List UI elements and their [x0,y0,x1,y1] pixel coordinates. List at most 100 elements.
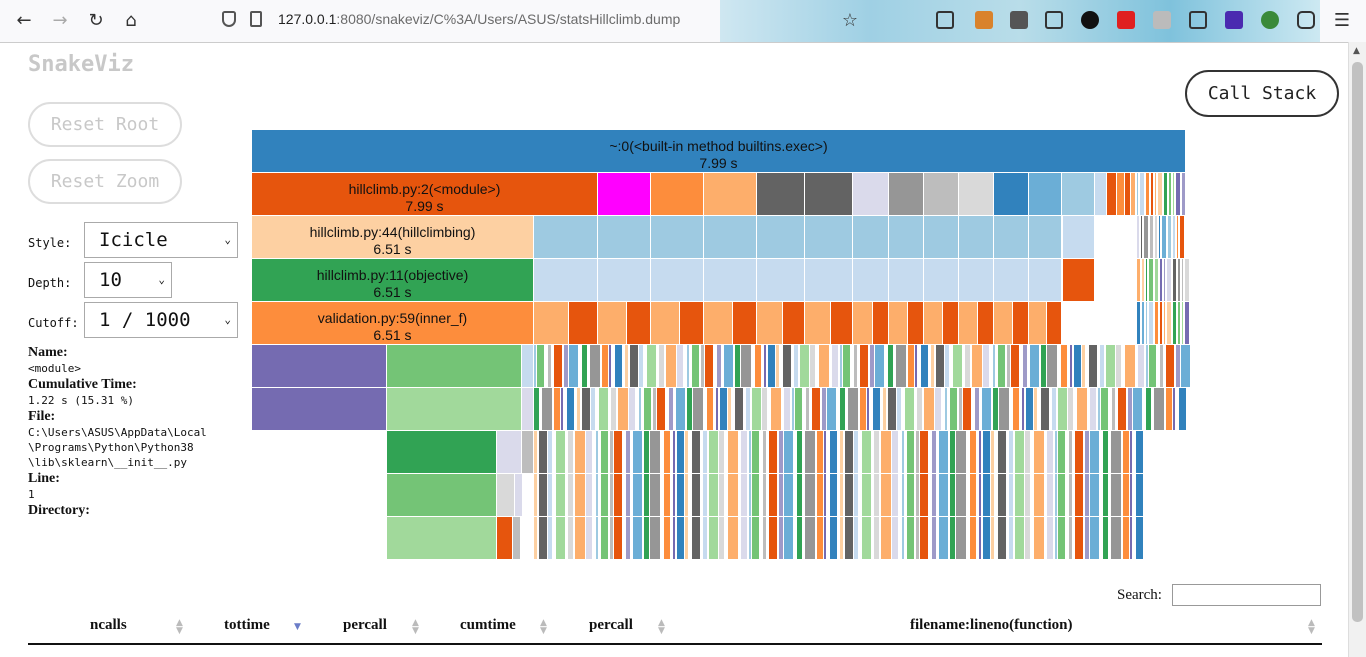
icicle-node[interactable] [677,517,685,560]
icicle-node[interactable] [915,345,918,388]
icicle-node[interactable] [970,474,977,517]
icicle-node[interactable] [598,302,627,345]
icicle-node[interactable] [586,474,593,517]
icicle-node[interactable] [596,517,599,560]
icicle-node[interactable] [556,517,566,560]
icicle-node[interactable] [542,388,553,431]
icicle-node[interactable] [1015,517,1025,560]
icicle-node[interactable] [1025,474,1031,517]
sort-icon[interactable]: ▲ ▼ [1308,618,1315,636]
icicle-node[interactable] [1146,302,1148,345]
icicle-node[interactable] [1052,388,1057,431]
icicle-node[interactable] [1029,259,1062,302]
icicle-node[interactable] [522,345,534,388]
icicle-node[interactable] [1055,517,1058,560]
icicle-node[interactable] [924,173,959,216]
icicle-node[interactable] [805,173,853,216]
icicle-node[interactable] [812,388,821,431]
icicle-node[interactable] [629,388,636,431]
icicle-node[interactable] [601,431,609,474]
icicle-node[interactable] [703,474,708,517]
icicle-node[interactable] [719,431,725,474]
icicle-node[interactable] [534,431,538,474]
icicle-node[interactable] [1034,474,1045,517]
icicle-node[interactable] [664,517,671,560]
icicle-node[interactable] [598,173,651,216]
icicle-node[interactable] [824,517,827,560]
icicle-node[interactable] [963,388,972,431]
icicle-node[interactable] [657,388,666,431]
icicle-node[interactable] [1103,474,1109,517]
icicle-node[interactable] [916,474,920,517]
scrollbar-thumb[interactable] [1352,62,1363,622]
icicle-node[interactable] [776,345,780,388]
search-input[interactable] [1172,584,1321,606]
icicle-node[interactable] [993,345,996,388]
icicle-node[interactable] [651,173,704,216]
icicle-node[interactable] [924,302,943,345]
icicle-node[interactable] [1112,388,1116,431]
reset-root-button[interactable]: Reset Root [28,102,182,147]
icicle-node[interactable] [1082,345,1086,388]
icicle-node[interactable] [783,302,805,345]
icicle-node[interactable] [1144,216,1149,259]
icicle-node[interactable] [757,259,805,302]
icicle-node[interactable] [771,388,782,431]
icicle-node[interactable] [970,517,977,560]
icicle-node[interactable] [1111,474,1122,517]
icicle-node[interactable] [978,302,994,345]
icicle-node[interactable] [569,302,598,345]
icicle-node[interactable] [534,216,598,259]
icicle-node[interactable] [908,302,924,345]
icicle-node[interactable] [618,388,629,431]
icicle-node[interactable] [854,474,859,517]
library-icon[interactable] [1010,11,1028,29]
icicle-node[interactable] [537,345,545,388]
icicle-node[interactable] [1154,388,1165,431]
icicle-node[interactable] [644,431,650,474]
icicle-node[interactable] [1117,173,1125,216]
icicle-node[interactable] [769,474,778,517]
icicle-node[interactable] [1047,474,1054,517]
icicle-node[interactable] [630,345,639,388]
icicle-node[interactable] [1085,431,1090,474]
icicle-node[interactable] [749,474,752,517]
icicle-node[interactable] [497,474,515,517]
icicle-node[interactable] [610,431,614,474]
icicle-node[interactable] [931,345,935,388]
icicle-node[interactable] [1075,431,1084,474]
icicle-node[interactable] [513,517,521,560]
icicle-node[interactable] [1100,345,1105,388]
icicle-node[interactable] [598,259,651,302]
icicle-node[interactable] [1176,345,1181,388]
icicle-node[interactable] [1146,173,1150,216]
icicle-node[interactable] [1009,517,1014,560]
icicle-node[interactable] [673,517,676,560]
icicle-node[interactable] [1098,388,1101,431]
icicle-node[interactable] [685,517,689,560]
icicle-node[interactable] [687,345,690,388]
icicle-node[interactable] [252,345,387,388]
icicle-node[interactable] [1136,474,1144,517]
icicle-node[interactable] [805,216,853,259]
icicle-node[interactable] [1095,173,1107,216]
icicle-node[interactable] [704,173,757,216]
icicle-node[interactable] [650,517,661,560]
icicle-node[interactable] [817,431,824,474]
icicle-node[interactable] [860,388,867,431]
icicle-node[interactable] [1025,431,1031,474]
icicle-node[interactable] [728,431,739,474]
icicle-node[interactable] [586,431,593,474]
icicle-node[interactable] [956,474,967,517]
icicle-node[interactable] [1160,345,1164,388]
icicle-node[interactable] [627,302,651,345]
icicle-node[interactable] [601,517,609,560]
column-filename[interactable]: filename:lineno(function) [910,617,1073,633]
icicle-node[interactable] [819,345,830,388]
icicle-node[interactable] [1141,216,1143,259]
icicle-node[interactable] [889,173,924,216]
icicle-node[interactable] [548,431,553,474]
icicle-node[interactable] [783,345,792,388]
column-cumtime[interactable]: cumtime [460,617,516,633]
icicle-node[interactable] [614,431,623,474]
